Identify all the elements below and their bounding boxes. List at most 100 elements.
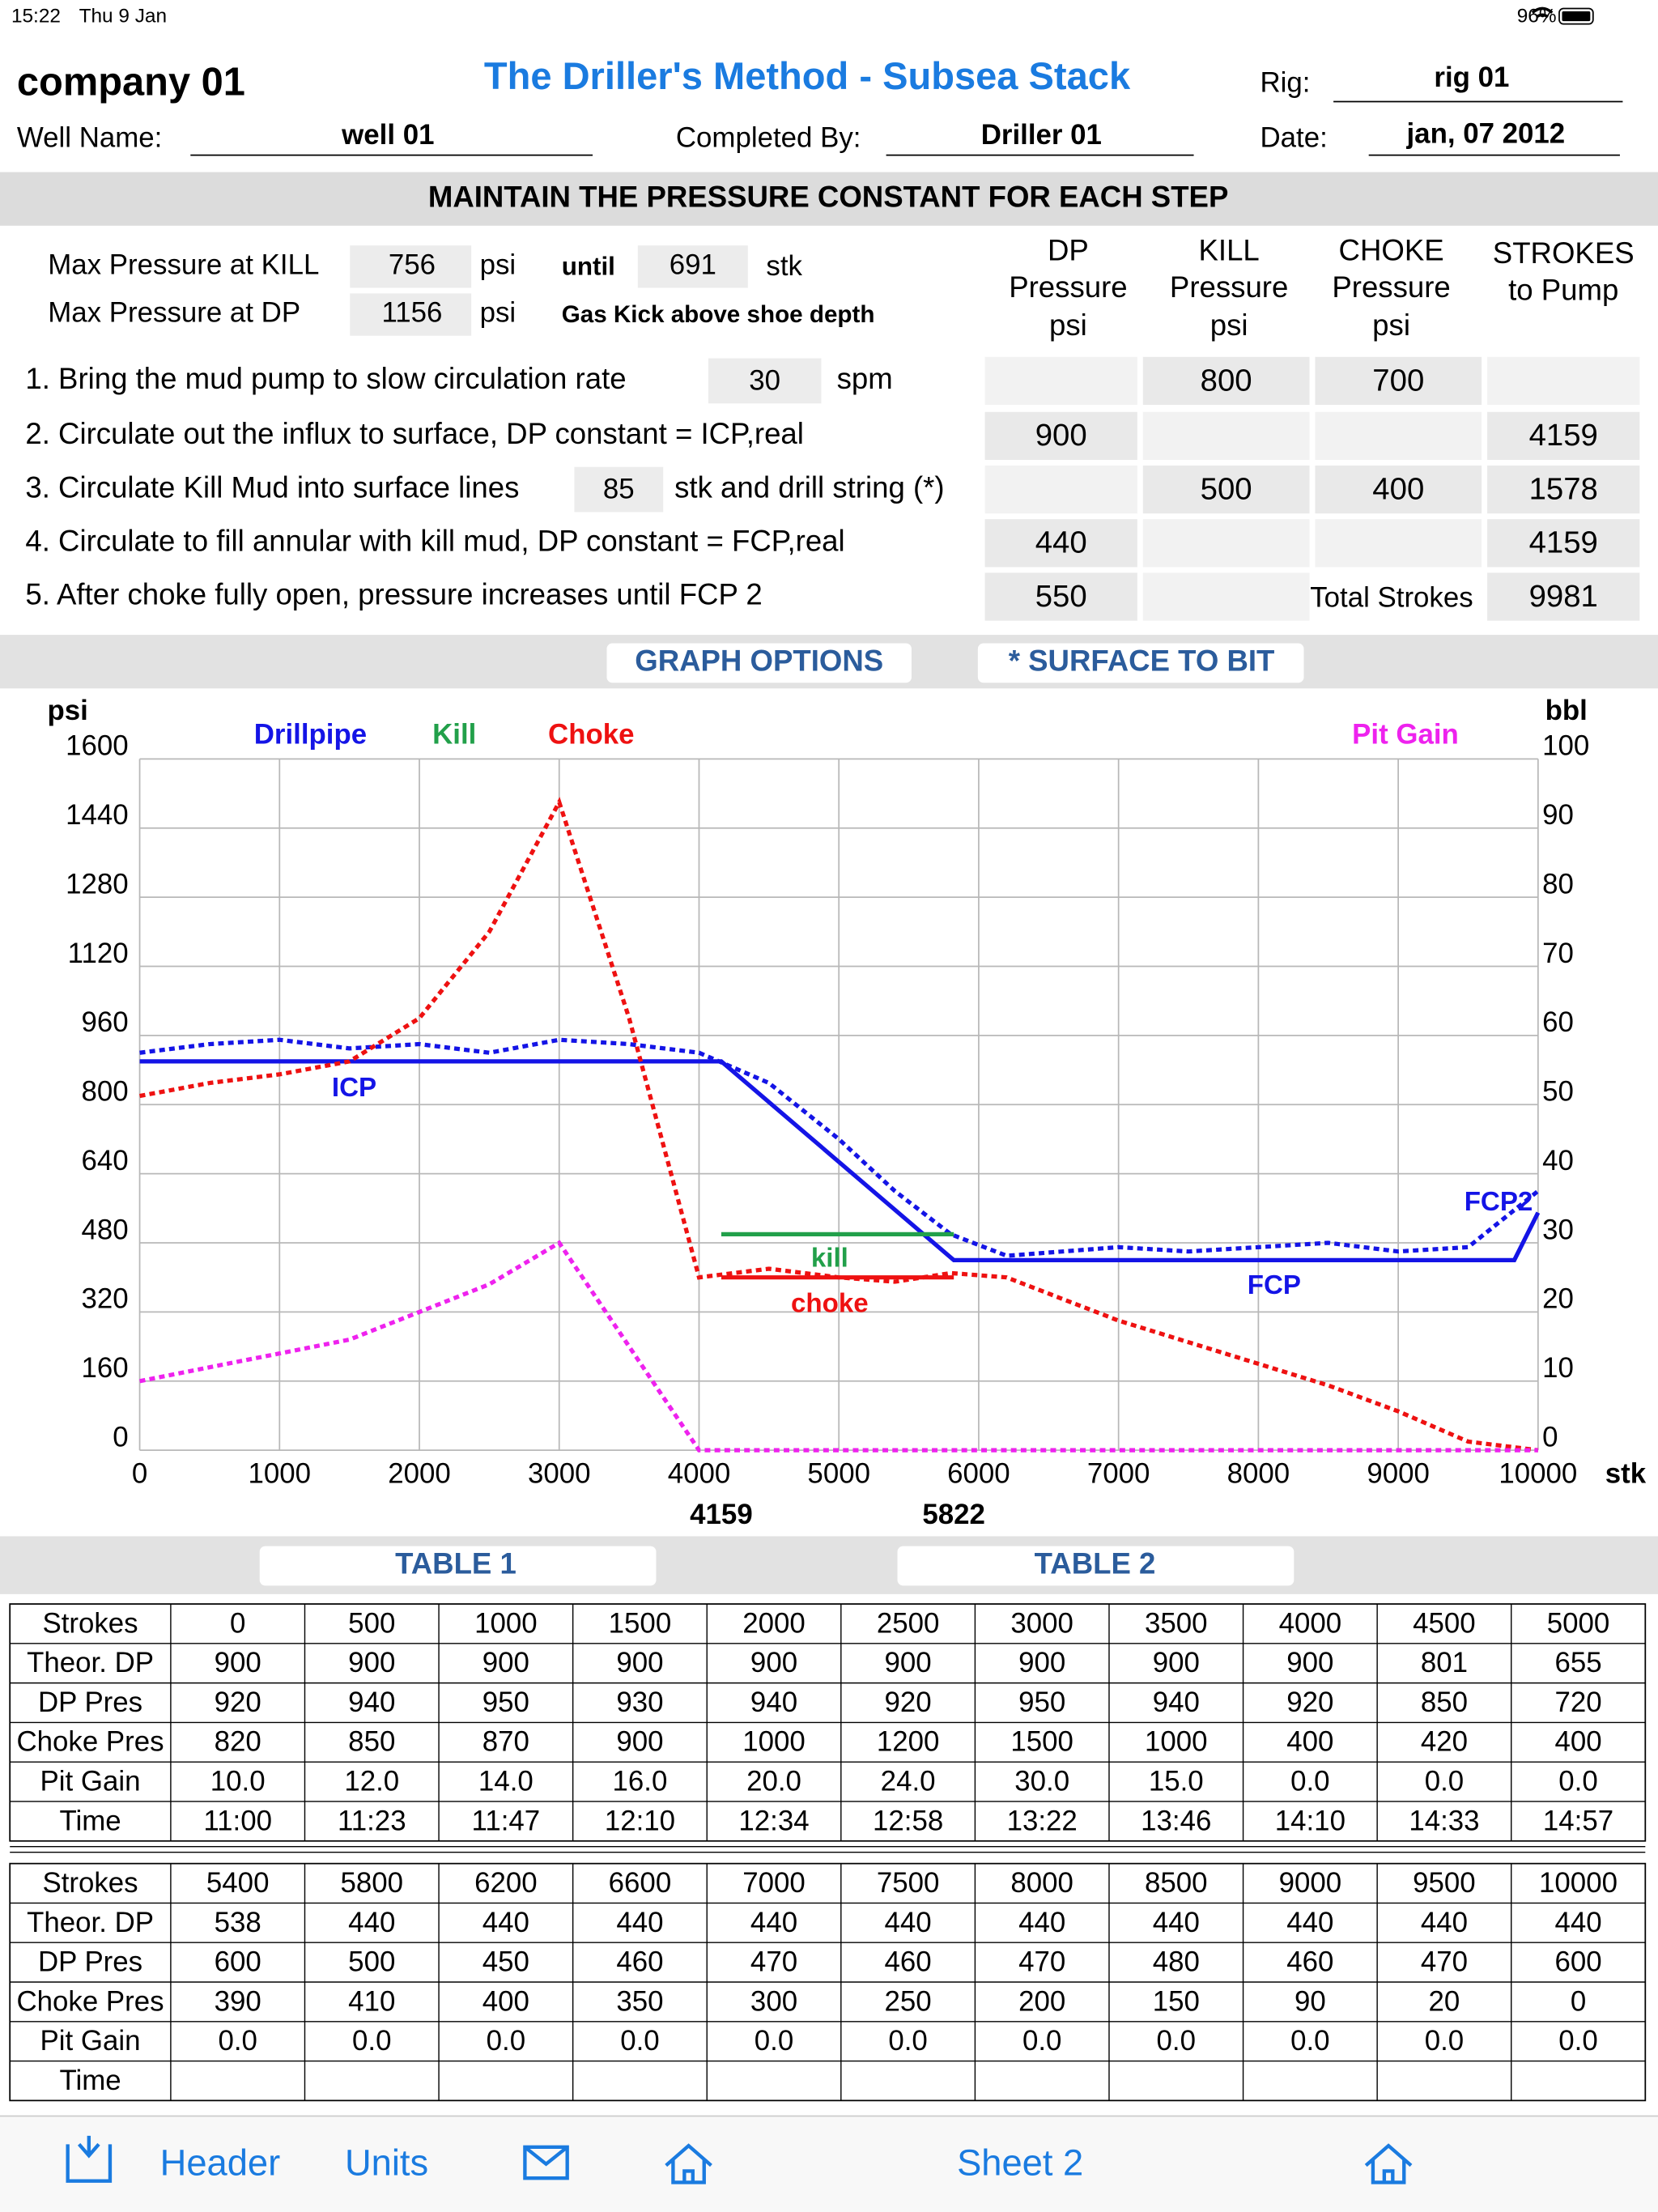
- table-cell: 5800: [341, 1867, 404, 1899]
- table-cell: 440: [1018, 1907, 1065, 1938]
- table-cell: 400: [483, 1985, 529, 2017]
- limit-value: 691: [670, 249, 716, 281]
- annotation: choke: [791, 1288, 869, 1318]
- table-cell: 1200: [877, 1726, 940, 1758]
- table-cell: 470: [750, 1946, 797, 1978]
- table-cell: 470: [1421, 1946, 1468, 1978]
- banner-band: [0, 172, 1658, 226]
- title: The Driller's Method - Subsea Stack: [484, 54, 1131, 97]
- table-cell: 11:47: [472, 1805, 541, 1836]
- x-tick-label: 1000: [249, 1458, 312, 1490]
- cell: [984, 465, 1137, 514]
- input-box[interactable]: [574, 466, 664, 513]
- x-tick-label: 3000: [528, 1458, 591, 1490]
- input-box[interactable]: [637, 245, 748, 288]
- tab[interactable]: TABLE 1: [395, 1547, 517, 1580]
- table-cell: 90: [1295, 1985, 1326, 2017]
- wifi-icon: [1531, 6, 1554, 19]
- battery-level: [1562, 11, 1591, 22]
- y2-tick-label: 30: [1542, 1214, 1574, 1245]
- table-cell: 460: [616, 1946, 663, 1978]
- annotation: FCP: [1248, 1270, 1301, 1300]
- input-box[interactable]: [350, 293, 472, 336]
- marked-x-label: 4159: [690, 1499, 753, 1530]
- cell-value: 1578: [1529, 471, 1598, 506]
- unit: stk: [766, 250, 802, 282]
- y-tick-label: 1600: [66, 730, 129, 762]
- cell: [1315, 465, 1482, 514]
- table-cell: 200: [1018, 1985, 1065, 2017]
- step-text: 2. Circulate out the influx to surface, …: [25, 417, 804, 450]
- table-cell: 900: [215, 1647, 261, 1678]
- table-cell: 150: [1153, 1985, 1200, 2017]
- step-text: 1. Bring the mud pump to slow circulatio…: [25, 362, 626, 395]
- table-cell: 1500: [1010, 1726, 1073, 1758]
- field-value: well 01: [341, 119, 434, 151]
- home-icon[interactable]: [1364, 2143, 1413, 2184]
- table-cell: 440: [750, 1907, 797, 1938]
- row-header: Time: [59, 1805, 121, 1836]
- cell-value: 4159: [1529, 418, 1598, 453]
- home-icon[interactable]: [665, 2143, 712, 2184]
- toolbar-button[interactable]: Header: [160, 2142, 281, 2183]
- table-cell: 470: [1018, 1946, 1065, 1978]
- table-cell: 600: [1554, 1946, 1601, 1978]
- table-cell: 13:22: [1007, 1805, 1078, 1836]
- x-axis-label: stk: [1605, 1458, 1647, 1490]
- table-cell: 5400: [206, 1867, 270, 1899]
- table-cell: 410: [348, 1985, 395, 2017]
- y2-tick-label: 70: [1542, 938, 1574, 969]
- table-cell: 940: [348, 1687, 395, 1718]
- button[interactable]: * SURFACE TO BIT: [1009, 644, 1275, 678]
- tab[interactable]: TABLE 2: [1035, 1547, 1156, 1580]
- tab-bg[interactable]: [259, 1546, 657, 1586]
- table-cell: 500: [348, 1607, 395, 1639]
- cell-value: 440: [1035, 525, 1087, 560]
- table-cell: 440: [1153, 1907, 1200, 1938]
- table-cell: 12.0: [344, 1766, 399, 1797]
- table-cell: 460: [1286, 1946, 1333, 1978]
- table-cell: 5000: [1547, 1607, 1610, 1639]
- table-cell: 350: [616, 1985, 663, 2017]
- table-cell: 400: [1554, 1726, 1601, 1758]
- column-header: CHOKE: [1339, 234, 1444, 267]
- banner: MAINTAIN THE PRESSURE CONSTANT FOR EACH …: [428, 180, 1229, 213]
- cell-value: 4159: [1529, 525, 1598, 560]
- button-bg[interactable]: [977, 643, 1304, 683]
- table-cell: 2500: [877, 1607, 940, 1639]
- mail-icon[interactable]: [523, 2145, 569, 2180]
- table-cell: 0.0: [1022, 2025, 1061, 2057]
- legend-entry: Pit Gain: [1352, 719, 1459, 751]
- y2-tick-label: 50: [1542, 1076, 1574, 1108]
- toolbar-button[interactable]: Units: [345, 2142, 428, 2183]
- cell: [1487, 356, 1640, 406]
- limit-label: Max Pressure at DP: [48, 297, 300, 329]
- table-cell: 460: [885, 1946, 932, 1978]
- table-cell: 3000: [1010, 1607, 1073, 1639]
- toolbar-button[interactable]: Sheet 2: [957, 2142, 1083, 2183]
- row-header: Choke Pres: [17, 1985, 164, 2017]
- field-label: Completed By:: [676, 122, 861, 154]
- row-header: Strokes: [42, 1607, 138, 1639]
- table-cell: 1500: [609, 1607, 672, 1639]
- table-cell: 0.0: [1558, 1766, 1597, 1797]
- export-icon[interactable]: [66, 2135, 113, 2183]
- cell: [1487, 465, 1640, 514]
- y2-tick-label: 90: [1542, 799, 1574, 831]
- table-cell: 300: [750, 1985, 797, 2017]
- table-cell: 7000: [742, 1867, 806, 1899]
- column-header: KILL: [1199, 234, 1260, 267]
- button-bg[interactable]: [606, 643, 912, 683]
- button[interactable]: GRAPH OPTIONS: [635, 644, 883, 678]
- table-cell: 440: [348, 1907, 395, 1938]
- tab-bg[interactable]: [897, 1546, 1295, 1586]
- table-cell: 420: [1421, 1726, 1468, 1758]
- table-cell: 870: [483, 1726, 529, 1758]
- marked-x-label: 5822: [922, 1499, 985, 1530]
- x-tick-label: 10000: [1499, 1458, 1577, 1490]
- input-box[interactable]: [708, 358, 822, 404]
- input-box[interactable]: [350, 245, 472, 288]
- table-cell: 950: [483, 1687, 529, 1718]
- table-cell: 500: [348, 1946, 395, 1978]
